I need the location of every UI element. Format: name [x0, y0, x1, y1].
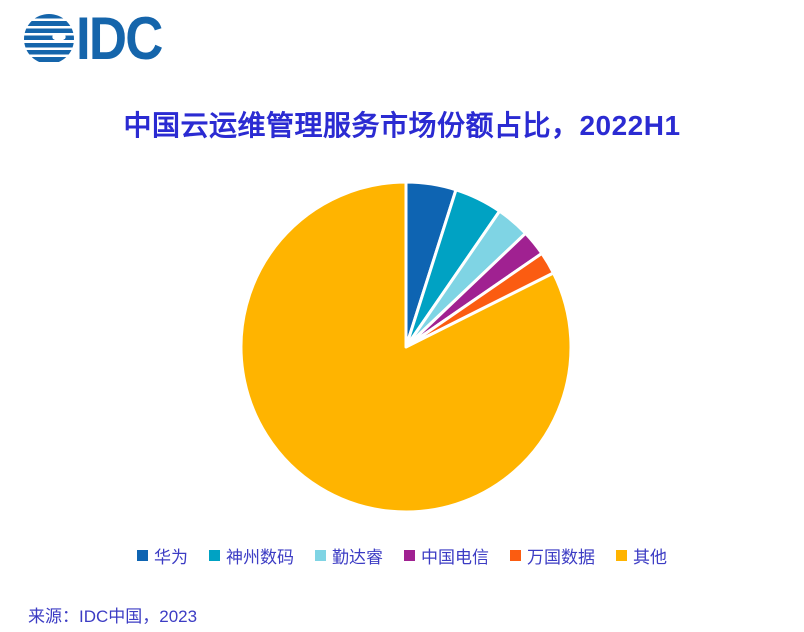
legend-swatch-icon — [616, 550, 627, 561]
pie-slice-其他 — [239, 180, 573, 514]
legend-label: 万国数据 — [527, 548, 595, 567]
idc-logo-text: IDC — [76, 5, 163, 72]
idc-globe-icon — [24, 14, 74, 64]
chart-title: 中国云运维管理服务市场份额占比，2022H1 — [123, 110, 681, 141]
legend-item-神州数码: 神州数码 — [209, 543, 294, 568]
legend-label: 华为 — [154, 548, 188, 567]
legend-swatch-icon — [404, 550, 415, 561]
legend-item-其他: 其他 — [616, 543, 667, 568]
legend-label: 勤达睿 — [332, 548, 383, 567]
legend-label: 中国电信 — [421, 548, 489, 567]
idc-logo: IDC — [24, 5, 173, 72]
legend-swatch-icon — [315, 550, 326, 561]
legend-swatch-icon — [510, 550, 521, 561]
pie-chart — [239, 180, 573, 514]
legend-item-勤达睿: 勤达睿 — [315, 543, 383, 568]
legend-swatch-icon — [137, 550, 148, 561]
chart-legend: 华为 神州数码 勤达睿 中国电信 万国数据 其他 — [0, 543, 804, 568]
legend-label: 其他 — [633, 548, 667, 567]
source-note: 来源：IDC中国，2023 — [28, 607, 198, 626]
legend-swatch-icon — [209, 550, 220, 561]
legend-item-华为: 华为 — [137, 543, 188, 568]
legend-item-万国数据: 万国数据 — [510, 543, 595, 568]
legend-item-中国电信: 中国电信 — [404, 543, 489, 568]
legend-label: 神州数码 — [226, 548, 294, 567]
